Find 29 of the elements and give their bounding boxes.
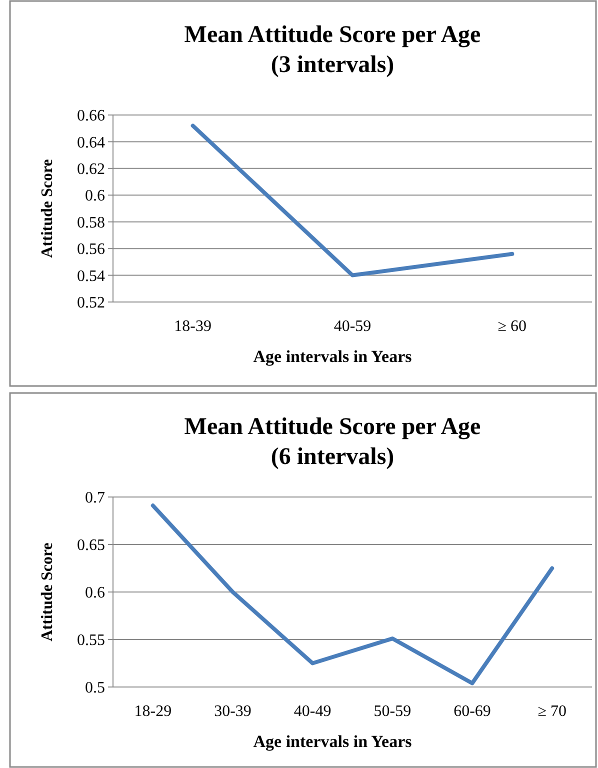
y-tick-label: 0.54 <box>77 268 105 285</box>
x-tick-label: 18-29 <box>134 703 172 720</box>
y-tick-label: 0.56 <box>77 241 105 258</box>
y-tick-label: 0.52 <box>77 294 105 312</box>
x-tick-label: 30-39 <box>214 703 252 720</box>
y-tick-label: 0.5 <box>85 680 105 697</box>
y-tick-label: 0.55 <box>77 632 105 650</box>
y-tick-label: 0.6 <box>85 584 105 602</box>
x-tick-label: 50-59 <box>374 703 412 720</box>
x-tick-label: 18-39 <box>174 318 212 335</box>
x-axis-title: Age intervals in Years <box>253 347 412 366</box>
x-axis-title: Age intervals in Years <box>253 732 412 751</box>
chart-title: Mean Attitude Score per Age (3 intervals) <box>184 22 482 78</box>
x-tick-label: 40-49 <box>294 703 332 720</box>
x-tick-label: ≥ 60 <box>498 318 527 335</box>
y-tick-label: 0.65 <box>77 537 105 554</box>
line-series <box>150 504 554 686</box>
y-tick-label: 0.66 <box>77 108 105 125</box>
y-tick-label: 0.62 <box>77 161 105 178</box>
y-tick-label: 0.58 <box>77 214 105 232</box>
chart-title: Mean Attitude Score per Age (6 intervals) <box>184 414 482 470</box>
y-axis-title: Attitude Score <box>39 542 56 642</box>
y-tick-label: 0.6 <box>85 188 105 205</box>
y-tick-label: 0.7 <box>85 490 105 507</box>
x-tick-label: ≥ 70 <box>538 703 566 720</box>
x-tick-label: 60-69 <box>454 703 491 720</box>
y-axis-title: Attitude Score <box>39 159 56 258</box>
y-tick-label: 0.64 <box>77 134 105 152</box>
x-tick-label: 40-59 <box>334 318 372 335</box>
